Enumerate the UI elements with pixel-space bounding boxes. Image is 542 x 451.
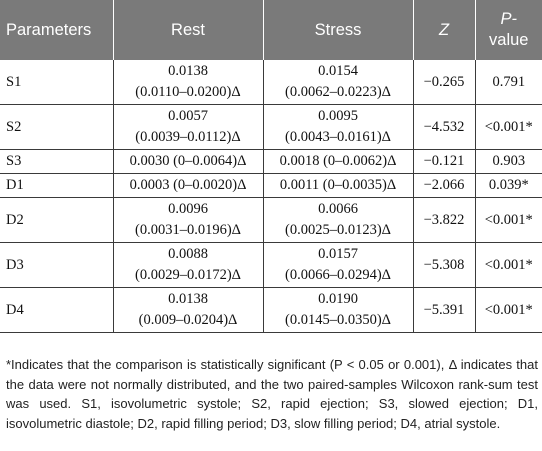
cell-stress-range: (0.0043–0.0161)Δ [285,129,391,145]
cell-z: −4.532 [413,104,476,150]
cell-p: 0.791 [475,60,542,105]
cell-rest-median: 0.0138 [168,291,208,307]
cell-rest-range: (0.0039–0.0112)Δ [135,129,241,145]
table-body: S1 0.0138 (0.0110–0.0200)Δ 0.0154 (0.0062–… [0,60,542,333]
cell-rest-median: 0.0096 [168,201,208,217]
cell-rest-median: 0.0088 [168,246,208,262]
cell-parameter: S1 [0,60,114,105]
cell-rest-range: (0.0110–0.0200)Δ [135,84,241,100]
table-row: S1 0.0138 (0.0110–0.0200)Δ 0.0154 (0.0062–… [0,60,542,105]
header-rest: Rest [113,0,264,60]
cell-p: <0.001* [475,242,542,288]
cell-parameter: D4 [0,287,114,333]
cell-stress-range: (0.0066–0.0294)Δ [285,267,391,283]
cell-z: −2.066 [413,173,476,198]
cell-rest-range: (0.009–0.0204)Δ [138,312,238,328]
cell-rest: 0.0057 (0.0039–0.0112)Δ [113,104,264,150]
cell-stress: 0.0157 (0.0066–0.0294)Δ [263,242,414,288]
cell-rest: 0.0088 (0.0029–0.0172)Δ [113,242,264,288]
cell-stress: 0.0011 (0–0.0035)Δ [263,173,414,198]
table-row: S2 0.0057 (0.0039–0.0112)Δ 0.0095 (0.0043–… [0,104,542,150]
results-table: Parameters Rest Stress Z P- value S1 0.0… [0,0,542,333]
cell-p: 0.903 [475,149,542,174]
cell-z: −3.822 [413,197,476,243]
cell-stress-median: 0.0095 [318,108,358,124]
cell-stress-median: 0.0157 [318,246,358,262]
cell-rest: 0.0096 (0.0031–0.0196)Δ [113,197,264,243]
cell-parameter: S2 [0,104,114,150]
table-row: D2 0.0096 (0.0031–0.0196)Δ 0.0066 (0.0025–… [0,197,542,243]
table-row: D1 0.0003 (0–0.0020)Δ 0.0011 (0–0.0035)Δ… [0,173,542,198]
cell-stress-range: (0.0145–0.0350)Δ [285,312,391,328]
cell-stress: 0.0190 (0.0145–0.0350)Δ [263,287,414,333]
table-row: D4 0.0138 (0.009–0.0204)Δ 0.0190 (0.0145–0… [0,287,542,333]
cell-stress-range: (0.0062–0.0223)Δ [285,84,391,100]
cell-stress-range: (0.0025–0.0123)Δ [285,222,391,238]
cell-p: <0.001* [475,197,542,243]
table-row: S3 0.0030 (0–0.0064)Δ 0.0018 (0–0.0062)Δ… [0,149,542,174]
header-p-value-line1: P- [500,10,518,28]
table-header: Parameters Rest Stress Z P- value [0,0,542,60]
cell-z: −0.265 [413,60,476,105]
cell-p: <0.001* [475,104,542,150]
cell-rest: 0.0030 (0–0.0064)Δ [113,149,264,174]
cell-rest: 0.0003 (0–0.0020)Δ [113,173,264,198]
header-p-value: P- value [475,0,542,60]
cell-rest-median: 0.0138 [168,63,208,79]
header-z: Z [413,0,476,60]
header-stress: Stress [263,0,414,60]
cell-z: −5.391 [413,287,476,333]
cell-stress: 0.0095 (0.0043–0.0161)Δ [263,104,414,150]
header-row: Parameters Rest Stress Z P- value [0,0,542,60]
cell-parameter: S3 [0,149,114,174]
cell-rest: 0.0138 (0.009–0.0204)Δ [113,287,264,333]
cell-rest: 0.0138 (0.0110–0.0200)Δ [113,60,264,105]
cell-parameter: D3 [0,242,114,288]
cell-parameter: D1 [0,173,114,198]
cell-stress: 0.0018 (0–0.0062)Δ [263,149,414,174]
cell-rest-range: (0.0029–0.0172)Δ [135,267,241,283]
cell-rest-range: (0.0031–0.0196)Δ [135,222,241,238]
cell-z: −5.308 [413,242,476,288]
cell-z: −0.121 [413,149,476,174]
cell-p: <0.001* [475,287,542,333]
cell-stress: 0.0066 (0.0025–0.0123)Δ [263,197,414,243]
cell-p: 0.039* [475,173,542,198]
table-row: D3 0.0088 (0.0029–0.0172)Δ 0.0157 (0.0066–… [0,242,542,288]
header-parameters: Parameters [0,0,114,60]
table-footnote: *Indicates that the comparison is statis… [6,357,538,431]
cell-rest-median: 0.0057 [168,108,208,124]
cell-stress-median: 0.0066 [318,201,358,217]
cell-parameter: D2 [0,197,114,243]
cell-stress-median: 0.0190 [318,291,358,307]
cell-stress-median: 0.0154 [318,63,358,79]
cell-stress: 0.0154 (0.0062–0.0223)Δ [263,60,414,105]
header-p-value-line2: value [489,31,529,49]
